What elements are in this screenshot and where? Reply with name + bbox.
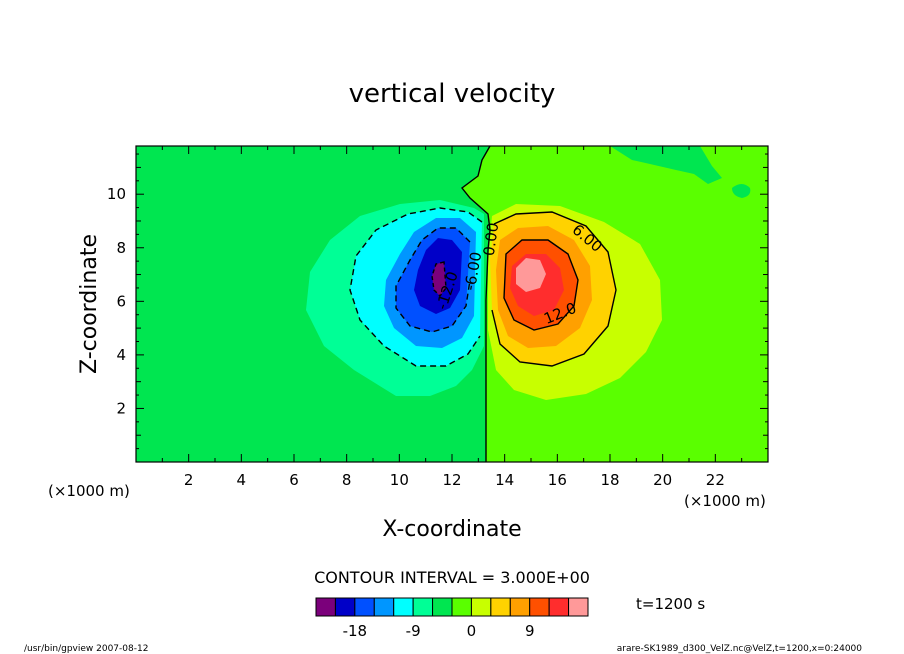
y-axis-label: Z-coordinate bbox=[77, 234, 102, 374]
footer-left: /usr/bin/gpview 2007-08-12 bbox=[24, 644, 148, 654]
colorbar-tick-label: -9 bbox=[406, 622, 421, 640]
colorbar-swatch bbox=[373, 597, 395, 617]
y-tick-label: 10 bbox=[107, 185, 126, 203]
colorbar-swatch bbox=[548, 597, 570, 617]
y-axis: 2 4 6 8 10 bbox=[107, 153, 768, 450]
x-axis-label: X-coordinate bbox=[382, 517, 521, 542]
time-label: t=1200 s bbox=[636, 595, 705, 613]
colorbar-swatch bbox=[432, 597, 453, 617]
colorbar-swatch bbox=[354, 597, 375, 617]
neg-18-region bbox=[432, 262, 446, 296]
x-tick-label: 10 bbox=[390, 471, 409, 489]
contour-zero bbox=[461, 145, 491, 462]
colorbar-swatch bbox=[490, 597, 511, 617]
contour-label-zero: 0.00 bbox=[480, 222, 502, 258]
footer-right: arare-SK1989_d300_VelZ.nc@VelZ,t=1200,x=… bbox=[617, 644, 862, 654]
x-tick-label: 8 bbox=[342, 471, 352, 489]
weak-downdraft-patch bbox=[610, 146, 722, 184]
contour-pos-12 bbox=[503, 239, 579, 331]
contour-neg-6 bbox=[349, 207, 483, 367]
y-tick-label: 2 bbox=[116, 399, 126, 417]
x-unit-label-left: (×1000 m) bbox=[48, 482, 130, 500]
colorbar-swatch bbox=[470, 597, 492, 617]
colorbar-tick-label: 9 bbox=[525, 622, 535, 640]
x-tick-label: 2 bbox=[184, 471, 194, 489]
colorbar-swatch bbox=[509, 597, 531, 617]
x-axis: 2 4 6 8 10 12 14 16 18 20 22 bbox=[161, 146, 743, 489]
x-tick-label: 18 bbox=[600, 471, 619, 489]
contour-pos-6 bbox=[491, 211, 617, 367]
colorbar-tick-label: -18 bbox=[343, 622, 368, 640]
contour-lines bbox=[349, 145, 617, 462]
x-tick-label: 14 bbox=[495, 471, 514, 489]
chart-title: vertical velocity bbox=[349, 79, 556, 109]
colorbar-swatch bbox=[393, 597, 414, 617]
x-tick-label: 12 bbox=[442, 471, 461, 489]
colorbar bbox=[315, 597, 589, 617]
x-tick-label: 22 bbox=[706, 471, 725, 489]
contour-neg-12 bbox=[395, 227, 471, 333]
x-tick-label: 16 bbox=[548, 471, 567, 489]
y-tick-label: 8 bbox=[116, 239, 126, 257]
y-tick-label: 4 bbox=[116, 346, 126, 364]
x-tick-label: 4 bbox=[237, 471, 247, 489]
colorbar-swatch bbox=[568, 597, 589, 617]
colorbar-tick-label: 0 bbox=[467, 622, 477, 640]
contour-interval-label: CONTOUR INTERVAL = 3.000E+00 bbox=[314, 568, 590, 587]
x-unit-label-right: (×1000 m) bbox=[684, 492, 766, 510]
weak-downdraft-patch-small bbox=[732, 184, 751, 198]
colorbar-swatch bbox=[315, 597, 336, 617]
y-tick-label: 6 bbox=[116, 292, 126, 310]
x-tick-label: 6 bbox=[289, 471, 299, 489]
colorbar-tick-labels: -18 -9 0 9 bbox=[343, 622, 535, 640]
pos-18-region bbox=[516, 258, 546, 292]
colorbar-swatch bbox=[451, 597, 472, 617]
x-tick-label: 20 bbox=[653, 471, 672, 489]
colorbar-swatch bbox=[412, 597, 434, 617]
contour-neg-18 bbox=[431, 261, 447, 298]
colorbar-swatch bbox=[334, 597, 356, 617]
colorbar-swatch bbox=[529, 597, 550, 617]
